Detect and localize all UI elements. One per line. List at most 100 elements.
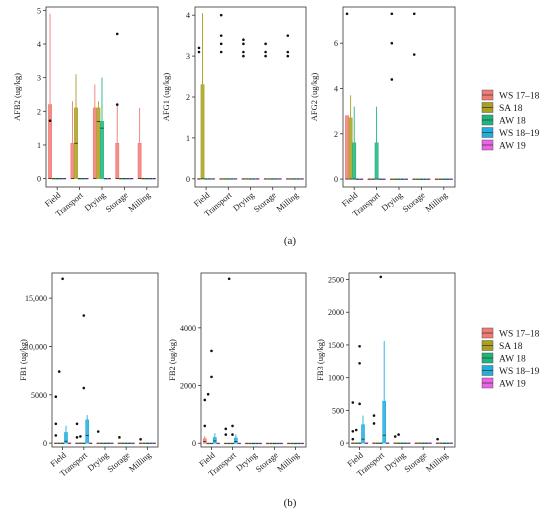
outlier-point: [219, 42, 223, 46]
box-WS-17-18-Milling: [138, 437, 143, 445]
box-AW-18-Storage: [419, 178, 424, 180]
box-SA-18-Milling: [290, 442, 294, 445]
box-WS-18-19-Storage: [274, 178, 279, 180]
box-AW-18-Field: [55, 178, 60, 180]
box-body: [234, 437, 238, 444]
box-SA-18-Field: [348, 95, 353, 180]
outlier-point: [436, 437, 439, 441]
box-WS-18-19-Transport: [234, 434, 238, 444]
box-SA-18-Drying: [393, 178, 398, 180]
outlier-point: [264, 54, 267, 58]
box-WS-17-18-Storage: [412, 12, 417, 180]
box-WS-17-18-Drying: [244, 442, 249, 445]
outlier-point: [61, 277, 64, 281]
box-WS-18-19-Transport: [85, 415, 90, 444]
outlier-point: [351, 401, 355, 404]
outlier-point: [96, 430, 100, 433]
box-SA-18-Milling: [438, 178, 443, 180]
box-AW-18-Transport: [230, 424, 235, 445]
box-AW-19-Drying: [255, 178, 260, 180]
y-tick-label: 2: [37, 107, 41, 116]
outlier-point: [48, 119, 52, 123]
box-AW-19-Drying: [107, 178, 112, 180]
box-WS-17-18-Storage: [265, 442, 270, 445]
legend-label: WS 17–18: [499, 330, 540, 340]
box-WS-17-18-Transport: [219, 13, 224, 180]
box-AW-19-Field: [364, 442, 369, 444]
box-WS-18-19-Field: [361, 415, 365, 444]
y-tick-label: 2500: [328, 276, 344, 285]
y-tick-label: 4: [37, 40, 41, 49]
box-WS-18-19-Transport: [378, 178, 383, 180]
legend-0: WS 17–18 SA 18 AW 18 WS 18–19 AW 19: [481, 89, 540, 152]
box-AW-19-Milling: [152, 178, 156, 180]
box-body: [85, 419, 90, 444]
box-SA-18-Storage: [118, 178, 123, 180]
outlier-point: [203, 398, 207, 402]
box-AW-19-Transport: [233, 178, 238, 180]
box-WS-18-19-Storage: [126, 178, 130, 180]
outlier-point: [358, 402, 361, 406]
box-WS-18-19-Drying: [403, 442, 408, 444]
box-WS-18-19-Transport: [81, 178, 86, 180]
y-tick-label: 3: [37, 74, 41, 83]
outlier-point: [286, 54, 290, 58]
box-WS-18-19-Storage: [424, 442, 429, 444]
box-AW-19-Drying: [109, 442, 114, 445]
outlier-point: [286, 50, 290, 54]
box-WS-17-18-Milling: [435, 437, 440, 444]
box-WS-18-19-Milling: [148, 178, 153, 180]
y-tick-label: 0: [37, 175, 41, 184]
y-tick-label: 10,000: [25, 342, 47, 351]
box-AW-19-Transport: [88, 442, 93, 445]
box-WS-17-18-Field: [345, 12, 349, 180]
box-WS-18-19-Field: [213, 433, 217, 444]
box-body: [64, 432, 68, 444]
box-AW-18-Transport: [226, 178, 231, 180]
box-WS-17-18-Drying: [393, 435, 398, 444]
y-tick-label: 1: [37, 141, 41, 150]
box-AW-19-Milling: [300, 442, 305, 445]
box-WS-17-18-Milling: [434, 178, 439, 180]
box-body: [213, 437, 217, 444]
box-AW-19-Milling: [152, 442, 157, 445]
box-AW-18-Storage: [124, 442, 129, 445]
box-AW-19-Field: [62, 178, 67, 180]
y-tick-label: 0: [334, 175, 338, 184]
box-AW-19-Storage: [129, 178, 134, 180]
panel-label-a: (a): [284, 235, 297, 247]
box-WS-18-19-Transport: [229, 178, 234, 180]
y-tick-label: 0: [186, 175, 190, 184]
box-SA-18-Transport: [375, 442, 380, 444]
box-WS-17-18-Drying: [389, 12, 394, 180]
box-body: [48, 104, 52, 179]
legend-label: AW 18: [499, 355, 526, 365]
box-SA-18-Field: [200, 13, 205, 180]
outlier-point: [75, 422, 79, 426]
outlier-point: [231, 424, 234, 428]
box-WS-17-18-Milling: [137, 107, 142, 179]
box-AW-18-Transport: [378, 275, 383, 444]
outlier-point: [210, 375, 213, 379]
y-tick-label: 1: [186, 134, 190, 143]
box-AW-18-Field: [352, 106, 357, 180]
outlier-point: [75, 436, 79, 439]
y-tick-label: 1500: [328, 341, 344, 350]
box-WS-18-19-Field: [207, 178, 212, 180]
box-AW-18-Transport: [77, 178, 82, 180]
box-SA-18-Transport: [78, 435, 83, 445]
outlier-point: [54, 395, 58, 399]
box-AW-18-Milling: [442, 442, 447, 444]
box-AW-19-Field: [67, 442, 72, 445]
y-tick-label: 2000: [328, 308, 344, 317]
outlier-point: [345, 12, 349, 16]
box-AW-19-Transport: [381, 178, 386, 180]
box-WS-17-18-Storage: [414, 442, 419, 444]
legend-label: SA 18: [499, 104, 523, 114]
box-WS-17-18-Storage: [115, 32, 120, 179]
box-SA-18-Milling: [289, 178, 294, 180]
y-axis-label: FB3 (ug/kg): [315, 339, 325, 381]
box-AW-19-Drying: [404, 178, 409, 180]
y-tick-label: 1000: [328, 374, 344, 383]
outlier-point: [351, 437, 355, 441]
